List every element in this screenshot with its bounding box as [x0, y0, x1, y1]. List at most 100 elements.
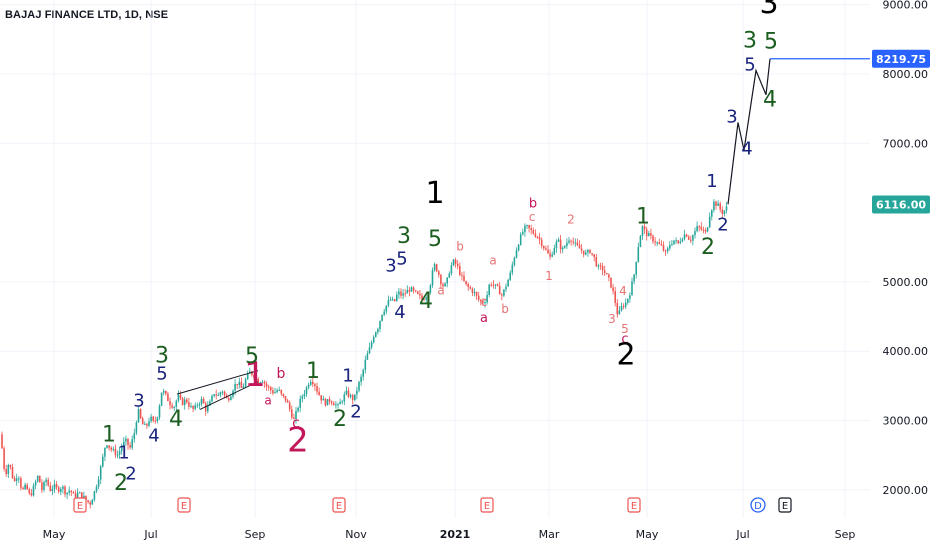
candle-body: [349, 395, 352, 397]
candle-body: [320, 395, 322, 401]
x-tick-label: May: [43, 528, 66, 541]
candle-body: [146, 423, 148, 426]
candle-body: [389, 299, 392, 301]
candle-body: [410, 287, 413, 292]
candle-body: [173, 406, 175, 408]
candle-body: [291, 409, 293, 418]
candle-body: [438, 271, 440, 275]
candle-body: [660, 244, 663, 246]
candle-body: [179, 394, 182, 399]
candle-body: [118, 451, 121, 455]
candle-body: [354, 394, 356, 400]
candle-body: [51, 488, 54, 491]
wave-label: c: [621, 332, 628, 347]
earnings-marker[interactable]: E: [480, 497, 494, 513]
candle-body: [507, 279, 509, 287]
candle-body: [553, 248, 556, 255]
candle-body: [309, 381, 312, 385]
dividend-marker[interactable]: D: [750, 497, 766, 513]
candle-body: [267, 386, 270, 388]
candle-body: [490, 284, 493, 286]
earnings-marker[interactable]: E: [332, 497, 346, 513]
wave-label: 4: [619, 284, 627, 298]
candle-body: [286, 400, 289, 403]
earnings-marker[interactable]: E: [177, 497, 191, 513]
candle-body: [156, 417, 159, 422]
candle-body: [494, 284, 497, 286]
candle-body: [22, 487, 24, 490]
candle-body: [211, 395, 213, 402]
candle-body: [498, 285, 501, 295]
price-axis-bg: [870, 0, 932, 518]
svg-text:E: E: [484, 501, 490, 512]
candle-body: [30, 493, 33, 496]
candle-body: [396, 294, 398, 301]
price-axis[interactable]: 9000.00 8000.00 7000.00 5000.00 4000.00 3000.…: [870, 0, 932, 518]
candle-body: [62, 486, 64, 489]
candle-body: [372, 336, 375, 343]
candle-body: [574, 242, 577, 244]
wave-label: 5: [764, 29, 778, 54]
wave-label: 2: [701, 235, 715, 260]
wave-label: 3: [133, 391, 144, 412]
candle-body: [345, 390, 348, 395]
candle-body: [162, 390, 165, 393]
price-badge: 8219.75: [872, 49, 930, 68]
candle-body: [639, 235, 642, 248]
candle-body: [627, 298, 629, 303]
candle-body: [702, 229, 705, 231]
candle-body: [297, 407, 299, 411]
candle-body: [656, 242, 658, 244]
candle-body: [444, 283, 446, 287]
candle-body: [402, 293, 404, 296]
candle-body: [5, 469, 7, 475]
candle-body: [473, 292, 476, 294]
candle-body: [150, 416, 152, 422]
candle-body: [276, 390, 278, 393]
candle-body: [368, 347, 371, 354]
candle-body: [429, 285, 432, 293]
candle-body: [677, 240, 679, 243]
candle-body: [39, 475, 41, 483]
chart-grid: [0, 0, 870, 518]
time-axis[interactable]: May Jul Sep Nov 2021 Mar May Jul Sep: [43, 528, 856, 541]
wave-label: 3: [397, 224, 411, 249]
candle-body: [650, 233, 652, 236]
candle-body: [463, 275, 465, 281]
candle-body: [696, 226, 698, 232]
candle-body: [492, 284, 495, 286]
y-tick-label: 8000.00: [883, 68, 929, 81]
earnings-marker[interactable]: E: [778, 497, 792, 513]
candle-body: [41, 482, 43, 490]
candle-body: [610, 277, 612, 288]
candle-body: [719, 203, 721, 210]
candle-body: [450, 265, 453, 274]
candle-body: [251, 371, 253, 376]
candle-body: [461, 274, 463, 276]
earnings-marker[interactable]: E: [627, 497, 641, 513]
wave-label: 5: [156, 364, 167, 385]
candle-body: [375, 332, 377, 337]
earnings-marker[interactable]: E: [73, 497, 87, 513]
candle-body: [582, 250, 585, 255]
candle-body: [547, 249, 549, 254]
candle-body: [532, 229, 535, 234]
candle-body: [116, 454, 119, 456]
candle-body: [341, 401, 343, 403]
candle-body: [683, 234, 686, 240]
candle-body: [36, 475, 39, 482]
candle-body: [32, 485, 35, 496]
svg-text:E: E: [336, 501, 342, 512]
candle-body: [333, 403, 335, 406]
candle-body: [564, 246, 566, 248]
candle-body: [213, 394, 215, 396]
wave-label: 2: [287, 421, 309, 461]
wave-label: 4: [148, 425, 159, 446]
candle-body: [219, 392, 222, 396]
candle-body: [608, 274, 610, 278]
candle-body: [406, 290, 409, 294]
candle-body: [370, 342, 373, 348]
